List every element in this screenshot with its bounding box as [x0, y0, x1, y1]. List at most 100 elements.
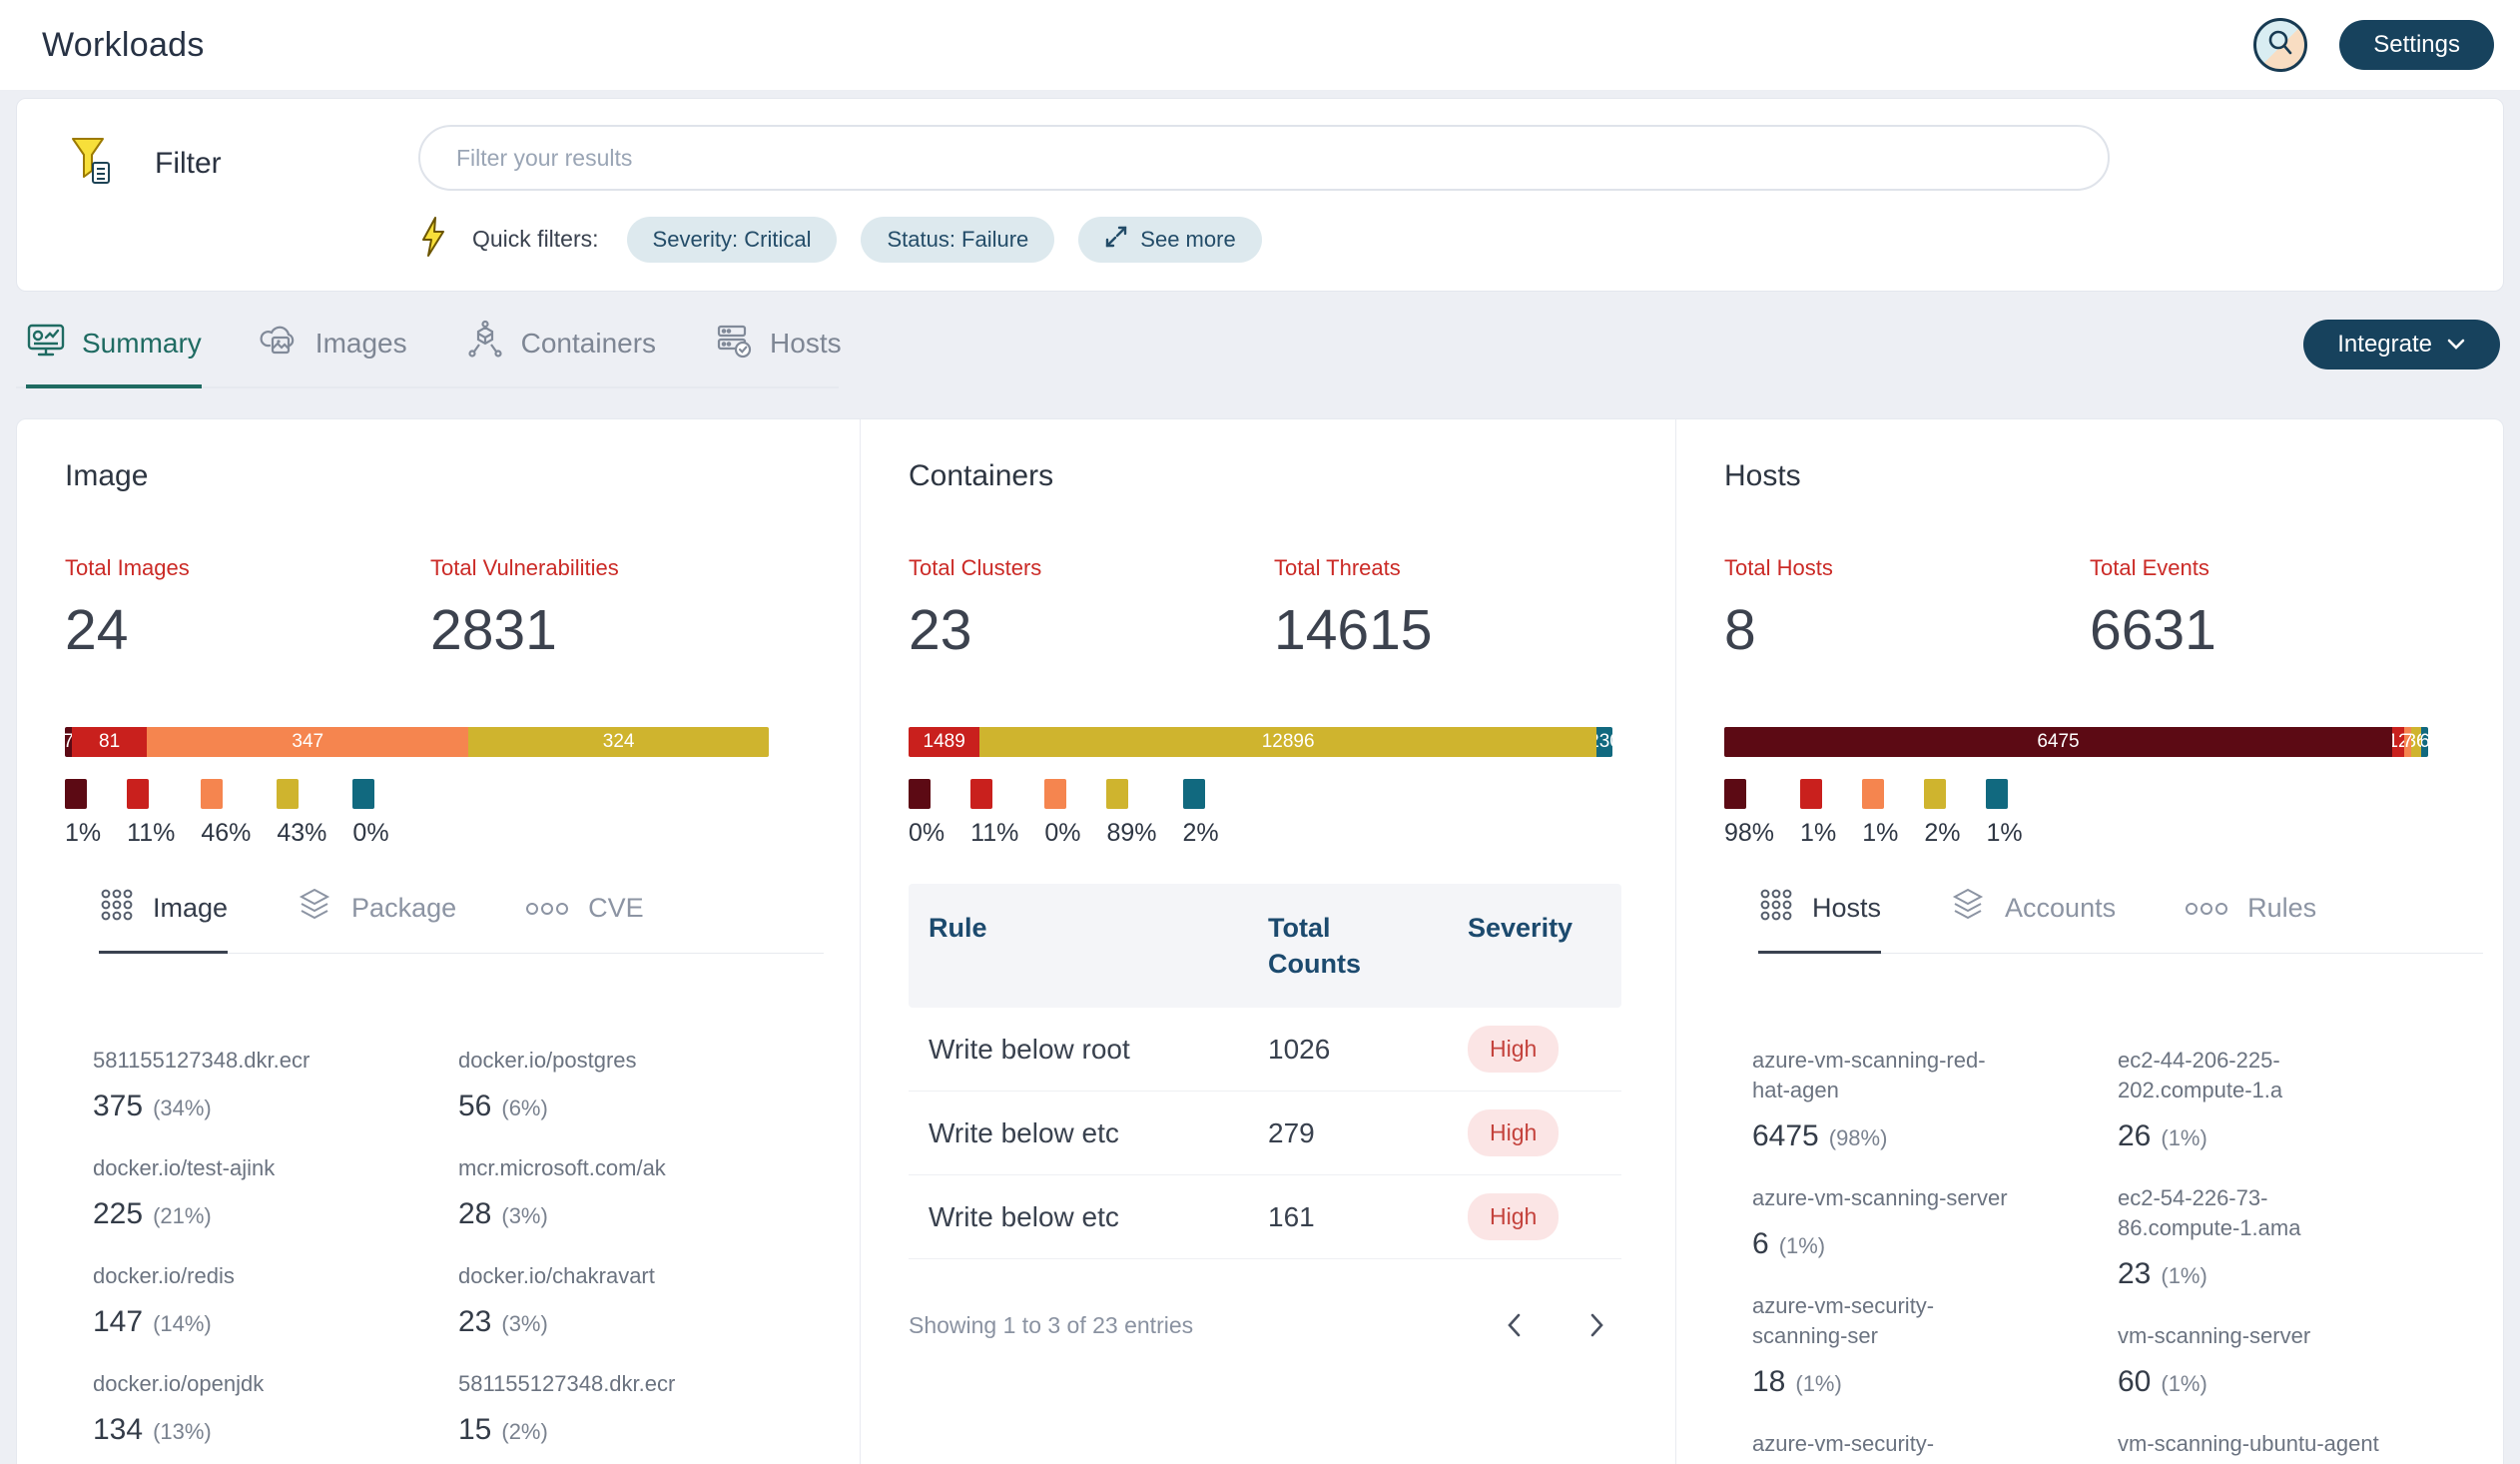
- stat-label: Total Images: [65, 555, 190, 580]
- legend-percent: 43%: [277, 819, 327, 847]
- tab-images[interactable]: Images: [260, 320, 407, 388]
- chevron-left-icon[interactable]: [1496, 1307, 1532, 1343]
- list-item[interactable]: docker.io/test-ajink 225 (21%): [93, 1153, 458, 1233]
- item-name: mcr.microsoft.com/ak: [458, 1155, 666, 1180]
- hosts-panel-title: Hosts: [1724, 459, 1801, 492]
- containers-panel: Containers Total Clusters 23 Total Threa…: [860, 419, 1675, 1464]
- table-row[interactable]: Write below etc 279 High: [909, 1092, 1621, 1175]
- item-name: azure-vm-scanning-server: [1752, 1185, 2008, 1210]
- image-panel-title: Image: [65, 459, 149, 492]
- tab-hosts[interactable]: Hosts: [714, 320, 842, 388]
- legend-percent: 2%: [1182, 819, 1219, 847]
- item-value: 23: [2118, 1257, 2152, 1290]
- summary-icon: [26, 320, 66, 366]
- list-item[interactable]: docker.io/chakravart 23 (3%): [458, 1261, 824, 1341]
- stat-label: Total Hosts: [1724, 555, 1833, 580]
- dots-row-icon: [524, 893, 570, 924]
- legend-swatch: [65, 779, 87, 809]
- subtab-label: Hosts: [1812, 893, 1882, 923]
- quick-filter-status-failure[interactable]: Status: Failure: [861, 216, 1055, 263]
- bar-segment: 230: [1596, 727, 1612, 757]
- subtab-accounts[interactable]: Accounts: [1949, 886, 2116, 954]
- list-item[interactable]: docker.io/postgres 56 (6%): [458, 1046, 824, 1125]
- item-name: azure-vm-security- scanning-ubu: [1752, 1431, 1935, 1464]
- tab-containers[interactable]: Containers: [465, 320, 656, 388]
- filter-input[interactable]: [418, 125, 2110, 191]
- list-item[interactable]: 581155127348.dkr.ecr 375 (34%): [93, 1046, 458, 1125]
- legend-swatch: [1044, 779, 1067, 809]
- table-row[interactable]: Write below etc 161 High: [909, 1175, 1621, 1259]
- bar-segment: 7: [65, 727, 72, 757]
- item-percent: (3%): [501, 1203, 548, 1228]
- legend-percent: 0%: [1044, 819, 1081, 847]
- stat-value: 8: [1724, 598, 1756, 662]
- stat-total-images: Total Images 24: [65, 555, 430, 663]
- subtab-hosts[interactable]: Hosts: [1758, 886, 1882, 954]
- item-value: 147: [93, 1305, 144, 1338]
- image-severity-bar: 7 81 347 324: [65, 727, 769, 757]
- item-value: 6475: [1752, 1119, 1819, 1152]
- list-item[interactable]: vm-scanning-ubuntu-agent 21(1%): [2118, 1429, 2483, 1464]
- filter-panel: Filter Quick filters: Severity: Critical…: [16, 98, 2504, 292]
- legend-percent: 98%: [1724, 819, 1775, 847]
- legend-swatch: [1800, 779, 1823, 809]
- list-item[interactable]: ec2-44-206-225- 202.compute-1.a 26 (1%): [2118, 1046, 2483, 1155]
- list-item[interactable]: docker.io/openjdk 134 (13%): [93, 1369, 458, 1449]
- quick-filter-severity-critical[interactable]: Severity: Critical: [626, 216, 838, 263]
- list-item[interactable]: azure-vm-scanning-red- hat-agen 6475 (98%…: [1752, 1046, 2118, 1155]
- image-severity-legend: 1% 11% 46% 43% 0%: [65, 779, 824, 848]
- item-name: docker.io/chakravart: [458, 1263, 655, 1288]
- rules-table-header: Rule Total Counts Severity: [909, 884, 1621, 1008]
- stat-value: 6631: [2090, 598, 2216, 662]
- legend-swatch: [1182, 779, 1205, 809]
- subtab-cve[interactable]: CVE: [524, 886, 644, 954]
- subtab-package[interactable]: Package: [296, 886, 456, 954]
- count-cell: 1026: [1268, 1033, 1331, 1065]
- legend-swatch: [201, 779, 224, 809]
- stat-total-vulnerabilities: Total Vulnerabilities 2831: [430, 555, 796, 663]
- app-header: Workloads Settings: [0, 0, 2520, 90]
- legend-percent: 1%: [1800, 819, 1837, 847]
- settings-button[interactable]: Settings: [2339, 20, 2494, 70]
- search-icon: [2265, 28, 2295, 63]
- rule-cell: Write below etc: [929, 1116, 1119, 1148]
- list-item[interactable]: mcr.microsoft.com/ak 28 (3%): [458, 1153, 824, 1233]
- list-item[interactable]: docker.io/redis 147 (14%): [93, 1261, 458, 1341]
- legend-swatch: [909, 779, 931, 809]
- search-button[interactable]: [2253, 18, 2308, 72]
- item-name: vm-scanning-ubuntu-agent: [2118, 1431, 2379, 1456]
- item-name: docker.io/redis: [93, 1263, 235, 1288]
- tab-summary[interactable]: Summary: [26, 320, 202, 388]
- image-list: 581155127348.dkr.ecr 375 (34%) docker.io/…: [93, 1046, 824, 1464]
- list-item[interactable]: ec2-54-226-73- 86.compute-1.ama 23 (1%): [2118, 1183, 2483, 1293]
- list-item[interactable]: azure-vm-security- scanning-ser 18 (1%): [1752, 1291, 2118, 1401]
- dots-row-icon: [2184, 893, 2229, 924]
- integrate-button[interactable]: Integrate: [2303, 320, 2500, 369]
- item-percent: (21%): [153, 1203, 212, 1228]
- page-title: Workloads: [42, 25, 205, 64]
- chevron-right-icon[interactable]: [1579, 1307, 1615, 1343]
- item-percent: (1%): [2161, 1125, 2207, 1150]
- bar-segment: 6: [2421, 727, 2428, 757]
- list-item[interactable]: vm-scanning-server 60 (1%): [2118, 1321, 2483, 1401]
- stat-total-clusters: Total Clusters 23: [909, 555, 1274, 663]
- list-item[interactable]: 581155127348.dkr.ecr 15 (2%): [458, 1369, 824, 1449]
- stat-value: 2831: [430, 598, 557, 662]
- item-value: 15: [458, 1413, 492, 1446]
- bar-segment: 7: [2404, 727, 2411, 757]
- list-item[interactable]: azure-vm-scanning-server 6 (1%): [1752, 1183, 2118, 1263]
- subtab-image[interactable]: Image: [99, 886, 229, 954]
- stat-label: Total Threats: [1274, 555, 1401, 580]
- subtab-label: Image: [153, 893, 229, 923]
- item-name: ec2-44-206-225- 202.compute-1.a: [2118, 1048, 2283, 1102]
- item-name: docker.io/openjdk: [93, 1371, 265, 1396]
- subtab-rules[interactable]: Rules: [2184, 886, 2316, 954]
- legend-percent: 11%: [970, 819, 1019, 847]
- bar-segment: 347: [147, 727, 469, 757]
- item-name: azure-vm-security- scanning-ser: [1752, 1293, 1935, 1348]
- subtab-label: Accounts: [2005, 893, 2117, 923]
- item-percent: (13%): [153, 1419, 212, 1444]
- table-row[interactable]: Write below root 1026 High: [909, 1008, 1621, 1092]
- list-item[interactable]: azure-vm-security- scanning-ubu: [1752, 1429, 2118, 1464]
- see-more-button[interactable]: See more: [1078, 216, 1262, 263]
